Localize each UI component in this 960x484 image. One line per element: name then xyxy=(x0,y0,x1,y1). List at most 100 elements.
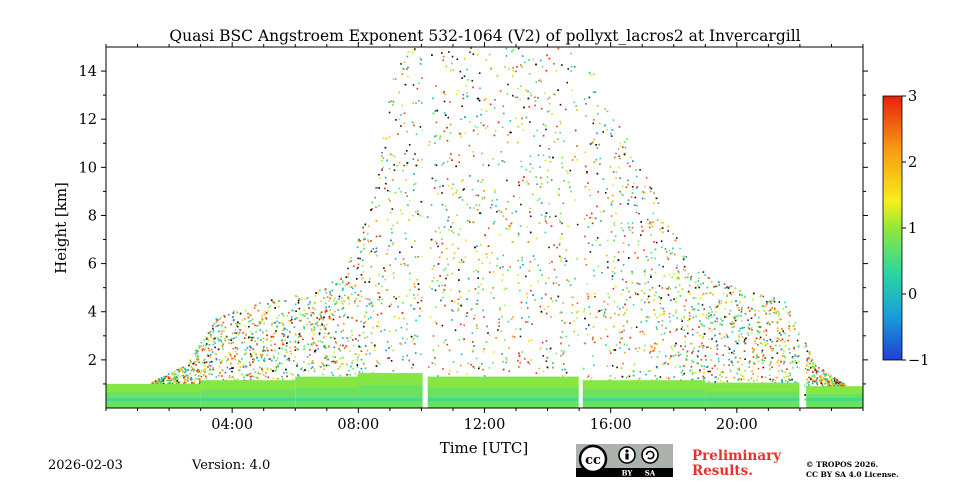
scatter-pixel xyxy=(820,377,822,379)
scatter-pixel xyxy=(640,234,642,236)
scatter-pixel xyxy=(212,324,214,327)
scatter-pixel xyxy=(261,353,264,356)
scatter-pixel xyxy=(176,368,178,371)
scatter-pixel xyxy=(406,354,408,357)
scatter-pixel xyxy=(426,216,429,218)
scatter-pixel xyxy=(476,115,478,118)
scatter-pixel xyxy=(653,294,656,297)
scatter-pixel xyxy=(782,352,785,355)
scatter-pixel xyxy=(509,266,511,268)
preliminary-note: Preliminary Results. xyxy=(692,449,781,479)
scatter-pixel xyxy=(571,304,574,306)
scatter-pixel xyxy=(717,357,720,360)
scatter-pixel xyxy=(401,213,403,215)
scatter-pixel xyxy=(435,179,437,182)
scatter-pixel xyxy=(746,318,749,321)
scatter-pixel xyxy=(265,318,268,320)
scatter-pixel xyxy=(392,78,395,81)
scatter-pixel xyxy=(657,202,660,204)
scatter-pixel xyxy=(534,299,536,301)
scatter-pixel xyxy=(219,372,221,374)
scatter-pixel xyxy=(339,374,341,377)
scatter-pixel xyxy=(795,381,798,384)
scatter-pixel xyxy=(402,355,404,358)
scatter-pixel xyxy=(207,347,210,350)
scatter-pixel xyxy=(431,280,434,282)
scatter-pixel xyxy=(574,199,577,201)
scatter-pixel xyxy=(349,374,351,376)
scatter-pixel xyxy=(154,380,157,382)
scatter-pixel xyxy=(645,255,648,258)
scatter-pixel xyxy=(620,367,623,369)
scatter-pixel xyxy=(675,297,678,300)
scatter-pixel xyxy=(701,342,703,344)
scatter-pixel xyxy=(769,362,772,364)
scatter-pixel xyxy=(274,370,277,372)
scatter-pixel xyxy=(364,297,367,300)
scatter-pixel xyxy=(736,342,739,345)
data-gap xyxy=(799,47,804,408)
scatter-pixel xyxy=(477,194,480,197)
scatter-pixel xyxy=(414,286,416,288)
scatter-pixel xyxy=(477,286,480,288)
scatter-pixel xyxy=(231,338,233,340)
scatter-pixel xyxy=(336,283,338,285)
scatter-pixel xyxy=(834,384,837,387)
scatter-pixel xyxy=(822,370,825,373)
scatter-pixel xyxy=(441,52,443,54)
scatter-pixel xyxy=(314,349,317,352)
scatter-pixel xyxy=(557,89,559,91)
scatter-pixel xyxy=(773,298,775,301)
scatter-pixel xyxy=(297,341,300,344)
scatter-pixel xyxy=(469,221,471,223)
scatter-pixel xyxy=(619,177,621,179)
scatter-pixel xyxy=(440,299,442,302)
scatter-pixel xyxy=(544,217,547,220)
scatter-pixel xyxy=(342,337,344,339)
scatter-pixel xyxy=(281,333,283,335)
scatter-pixel xyxy=(475,269,477,272)
scatter-pixel xyxy=(806,357,809,360)
scatter-pixel xyxy=(435,121,438,124)
scatter-pixel xyxy=(187,380,189,382)
scatter-pixel xyxy=(381,285,383,288)
scatter-pixel xyxy=(604,108,606,110)
scatter-pixel xyxy=(517,87,519,90)
scatter-pixel xyxy=(684,335,687,338)
scatter-pixel xyxy=(457,303,459,305)
scatter-pixel xyxy=(585,103,587,105)
scatter-pixel xyxy=(508,370,511,372)
scatter-pixel xyxy=(808,384,810,386)
scatter-pixel xyxy=(757,331,760,333)
scatter-pixel xyxy=(429,316,432,319)
scatter-pixel xyxy=(320,317,323,319)
scatter-pixel xyxy=(270,339,272,342)
scatter-pixel xyxy=(295,310,297,312)
scatter-pixel xyxy=(164,380,166,382)
scatter-pixel xyxy=(294,349,297,351)
scatter-pixel xyxy=(367,239,369,241)
scatter-pixel xyxy=(627,162,629,165)
scatter-pixel xyxy=(381,159,383,162)
scatter-pixel xyxy=(441,242,444,245)
scatter-pixel xyxy=(339,357,341,360)
scatter-pixel xyxy=(748,366,751,368)
scatter-pixel xyxy=(323,297,325,299)
scatter-pixel xyxy=(235,325,238,327)
scatter-pixel xyxy=(442,162,445,164)
scatter-pixel xyxy=(404,232,407,235)
scatter-pixel xyxy=(674,354,677,357)
scatter-pixel xyxy=(354,285,357,287)
scatter-pixel xyxy=(363,325,365,328)
scatter-pixel xyxy=(251,323,254,325)
scatter-pixel xyxy=(733,316,735,319)
scatter-pixel xyxy=(771,357,774,359)
scatter-pixel xyxy=(413,183,415,186)
scatter-pixel xyxy=(596,105,599,107)
scatter-pixel xyxy=(587,297,589,300)
scatter-pixel xyxy=(333,351,335,354)
scatter-pixel xyxy=(193,381,195,384)
scatter-pixel xyxy=(811,375,814,377)
scatter-pixel xyxy=(510,131,512,134)
scatter-pixel xyxy=(769,345,772,348)
